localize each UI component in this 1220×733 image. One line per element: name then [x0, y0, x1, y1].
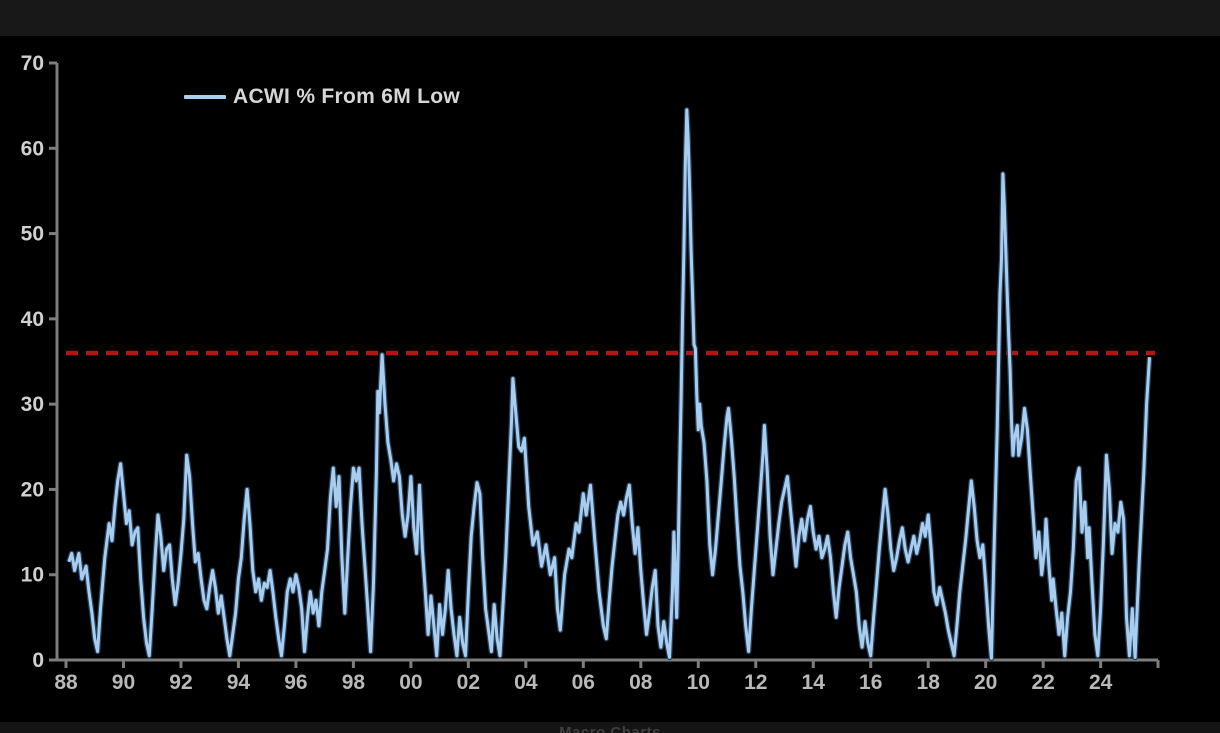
y-tick-label: 70 — [21, 52, 44, 75]
x-axis: 88 90 92 94 96 98 00 02 04 06 08 10 12 14 16 18 20 22 24 — [54, 658, 1160, 694]
x-tick-label: 90 — [112, 671, 135, 694]
series-line-halo — [66, 107, 1153, 662]
legend-label: ACWI % From 6M Low — [233, 85, 461, 108]
x-tick-label: 98 — [342, 671, 366, 694]
window-bottom-bar: Macro Charts — [0, 722, 1220, 733]
x-tick-label: 14 — [802, 671, 826, 694]
x-tick-label: 20 — [974, 671, 997, 694]
x-tick-label: 02 — [457, 671, 480, 694]
x-tick-label: 18 — [917, 671, 941, 694]
y-tick-label: 20 — [21, 478, 44, 501]
x-tick-label: 16 — [859, 671, 882, 694]
x-tick-label: 22 — [1031, 671, 1054, 694]
x-tick-label: 10 — [687, 671, 710, 694]
watermark: Macro Charts — [559, 724, 661, 733]
y-axis: 0 10 20 30 40 50 60 70 — [21, 52, 59, 672]
x-tick-label: 12 — [744, 671, 767, 694]
x-tick-label: 04 — [514, 671, 538, 694]
x-tick-label: 08 — [629, 671, 653, 694]
x-tick-label: 06 — [572, 671, 595, 694]
x-tick-label: 92 — [169, 671, 192, 694]
y-tick-label: 10 — [21, 564, 44, 587]
x-tick-label: 96 — [284, 671, 307, 694]
window-top-bar — [0, 0, 1220, 36]
y-tick-label: 40 — [21, 308, 44, 331]
y-tick-label: 60 — [21, 137, 44, 160]
legend-line-swatch — [184, 95, 226, 99]
y-tick-label: 0 — [32, 649, 44, 672]
x-tick-label: 24 — [1089, 671, 1113, 694]
x-tick-label: 94 — [227, 671, 251, 694]
x-tick-label: 88 — [54, 671, 78, 694]
chart-legend: ACWI % From 6M Low — [184, 85, 460, 109]
y-tick-label: 30 — [21, 393, 44, 416]
y-tick-label: 50 — [21, 223, 44, 246]
x-tick-label: 00 — [399, 671, 422, 694]
series-line — [67, 108, 1151, 660]
